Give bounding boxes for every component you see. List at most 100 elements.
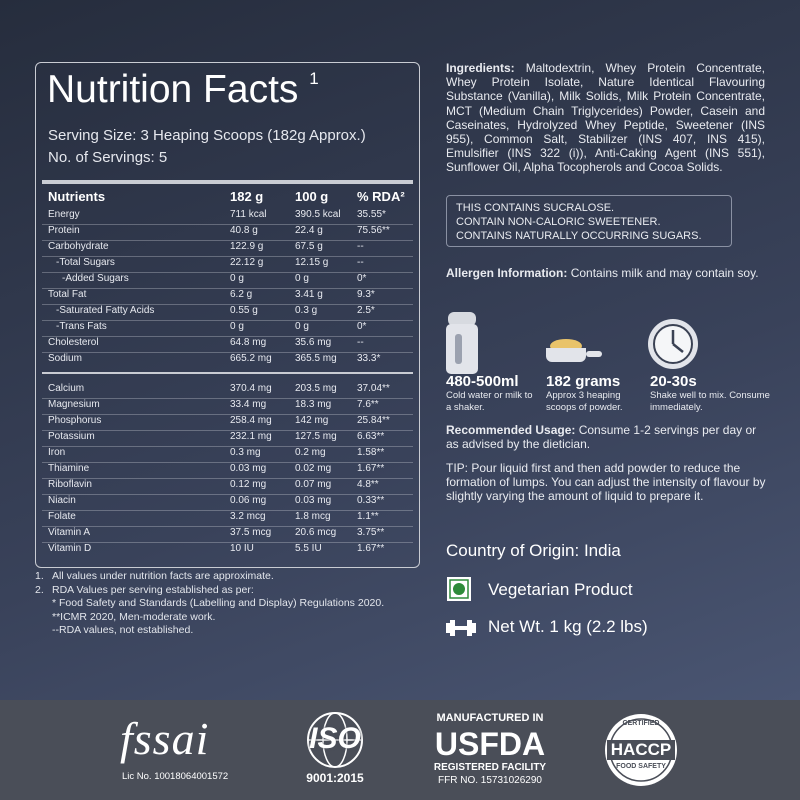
- step-icons: [446, 312, 698, 374]
- nutrient-value: 3.75**: [357, 527, 385, 538]
- separator: [42, 180, 413, 184]
- nutrient-value: 3.41 g: [295, 289, 323, 300]
- nutrient-value: 122.9 g: [230, 241, 264, 252]
- usfda-ffr: FFR NO. 15731026290: [438, 775, 542, 786]
- nutrient-value: 232.1 mg: [230, 431, 272, 442]
- nutrient-value: 37.5 mcg: [230, 527, 272, 538]
- nutrient-value: 35.6 mg: [295, 337, 332, 348]
- iso-std: 9001:2015: [306, 771, 364, 785]
- nutrient-value: 127.5 mg: [295, 431, 337, 442]
- origin: Country of Origin: India: [446, 541, 621, 560]
- footnote-line: --RDA values, not established.: [52, 624, 194, 636]
- nutrient-value: 4.8**: [357, 479, 379, 490]
- nutrient-value: 7.6**: [357, 399, 379, 410]
- servings: No. of Servings: 5: [48, 149, 168, 166]
- nutrient-value: 0.33**: [357, 495, 385, 506]
- clock-icon: [648, 319, 698, 369]
- nutrient-value: 33.4 mg: [230, 399, 267, 410]
- row-divider: [42, 526, 413, 527]
- row-divider: [42, 288, 413, 289]
- footnote-text: All values under nutrition facts are app…: [52, 570, 274, 582]
- row-divider: [42, 494, 413, 495]
- nutrient-name: -Saturated Fatty Acids: [56, 305, 155, 316]
- table-header: 182 g: [230, 189, 264, 204]
- nutrient-value: 203.5 mg: [295, 383, 337, 394]
- veg-icon: [447, 577, 471, 601]
- usage: Recommended Usage: Consume 1-2 servings …: [446, 423, 771, 451]
- nutrient-name: Folate: [48, 511, 76, 522]
- nutrient-value: 1.67**: [357, 463, 385, 474]
- nutrient-value: 0.02 mg: [295, 463, 332, 474]
- row-divider: [42, 414, 413, 415]
- table-header: Nutrients: [48, 189, 106, 204]
- step: 20-30s Shake well to mix. Consume immedia…: [650, 373, 770, 414]
- nutrient-value: 0.07 mg: [295, 479, 332, 490]
- nutrient-name: Sodium: [48, 353, 82, 364]
- nutrient-value: 0.3 mg: [230, 447, 261, 458]
- allergen-text: Contains milk and may contain soy.: [570, 266, 759, 280]
- nutrient-value: 665.2 mg: [230, 353, 272, 364]
- nutrient-value: 22.4 g: [295, 225, 323, 236]
- ingredients-label: Ingredients:: [446, 61, 515, 75]
- nutrient-name: Cholesterol: [48, 337, 99, 348]
- title-text: Nutrition Facts: [47, 68, 299, 111]
- footnote-text: RDA Values per serving established as pe…: [52, 583, 254, 596]
- notice-line: CONTAINS NATURALLY OCCURRING SUGARS.: [456, 230, 702, 242]
- step-title: 480-500ml: [446, 373, 519, 390]
- nutrient-value: 64.8 mg: [230, 337, 267, 348]
- allergen-label: Allergen Information:: [446, 266, 568, 280]
- nutrient-value: 258.4 mg: [230, 415, 272, 426]
- nutrient-value: 711 kcal: [230, 209, 267, 220]
- title-note: 1: [309, 69, 319, 88]
- haccp-badge: [605, 714, 677, 786]
- nutrient-value: 67.5 g: [295, 241, 323, 252]
- nutrient-name: Carbohydrate: [48, 241, 109, 252]
- nutrient-value: 0.12 mg: [230, 479, 267, 490]
- scoop-icon: [546, 339, 602, 362]
- row-divider: [42, 272, 413, 273]
- iso-logo: ISO: [309, 722, 361, 755]
- row-divider: [42, 304, 413, 305]
- step-text: Approx 3 heaping scoops of powder.: [546, 390, 623, 413]
- nutrient-value: 6.63**: [357, 431, 385, 442]
- step-title: 20-30s: [650, 373, 697, 390]
- nutrition-title: Nutrition Facts 1: [47, 68, 319, 112]
- nutrient-value: --: [357, 241, 364, 252]
- nutrient-name: Niacin: [48, 495, 76, 506]
- table-header: % RDA²: [357, 189, 405, 204]
- nutrient-name: Vitamin A: [48, 527, 91, 538]
- haccp: HACCP: [610, 740, 672, 759]
- row-divider: [42, 510, 413, 511]
- notice-box: THIS CONTAINS SUCRALOSE. CONTAIN NON-CAL…: [446, 195, 732, 247]
- footnote-marker: 2.: [35, 583, 44, 596]
- nutrient-value: 37.04**: [357, 383, 390, 394]
- nutrient-value: 1.67**: [357, 543, 385, 554]
- row-divider: [42, 398, 413, 399]
- nutrient-value: 75.56**: [357, 225, 390, 236]
- nutrient-value: 0.55 g: [230, 305, 258, 316]
- nutrient-value: 1.1**: [357, 511, 379, 522]
- haccp-bottom: FOOD SAFETY: [616, 763, 666, 770]
- nutrient-value: 3.2 mcg: [230, 511, 266, 522]
- nutrient-name: Vitamin D: [48, 543, 92, 554]
- nutrient-value: 9.3*: [357, 289, 375, 300]
- haccp-top: CERTIFIED: [622, 720, 660, 727]
- row-divider: [42, 336, 413, 337]
- step-text: Shake well to mix. Consume immediately.: [650, 390, 770, 413]
- nutrient-value: 0.3 g: [295, 305, 318, 316]
- nutrient-value: --: [357, 337, 364, 348]
- row-divider: [42, 352, 413, 353]
- nutrient-value: 390.5 kcal: [295, 209, 341, 220]
- row-divider: [42, 478, 413, 479]
- nutrient-name: Thiamine: [48, 463, 90, 474]
- nutrient-value: 40.8 g: [230, 225, 258, 236]
- allergen: Allergen Information: Contains milk and …: [446, 266, 768, 280]
- net-weight: Net Wt. 1 kg (2.2 lbs): [488, 617, 648, 636]
- nutrient-name: Potassium: [48, 431, 95, 442]
- nutrient-value: 1.58**: [357, 447, 385, 458]
- nutrient-value: 22.12 g: [230, 257, 264, 268]
- row-divider: [42, 320, 413, 321]
- nutrient-value: 12.15 g: [295, 257, 329, 268]
- step-title: 182 grams: [546, 373, 621, 390]
- vegetarian: Vegetarian Product: [488, 580, 633, 599]
